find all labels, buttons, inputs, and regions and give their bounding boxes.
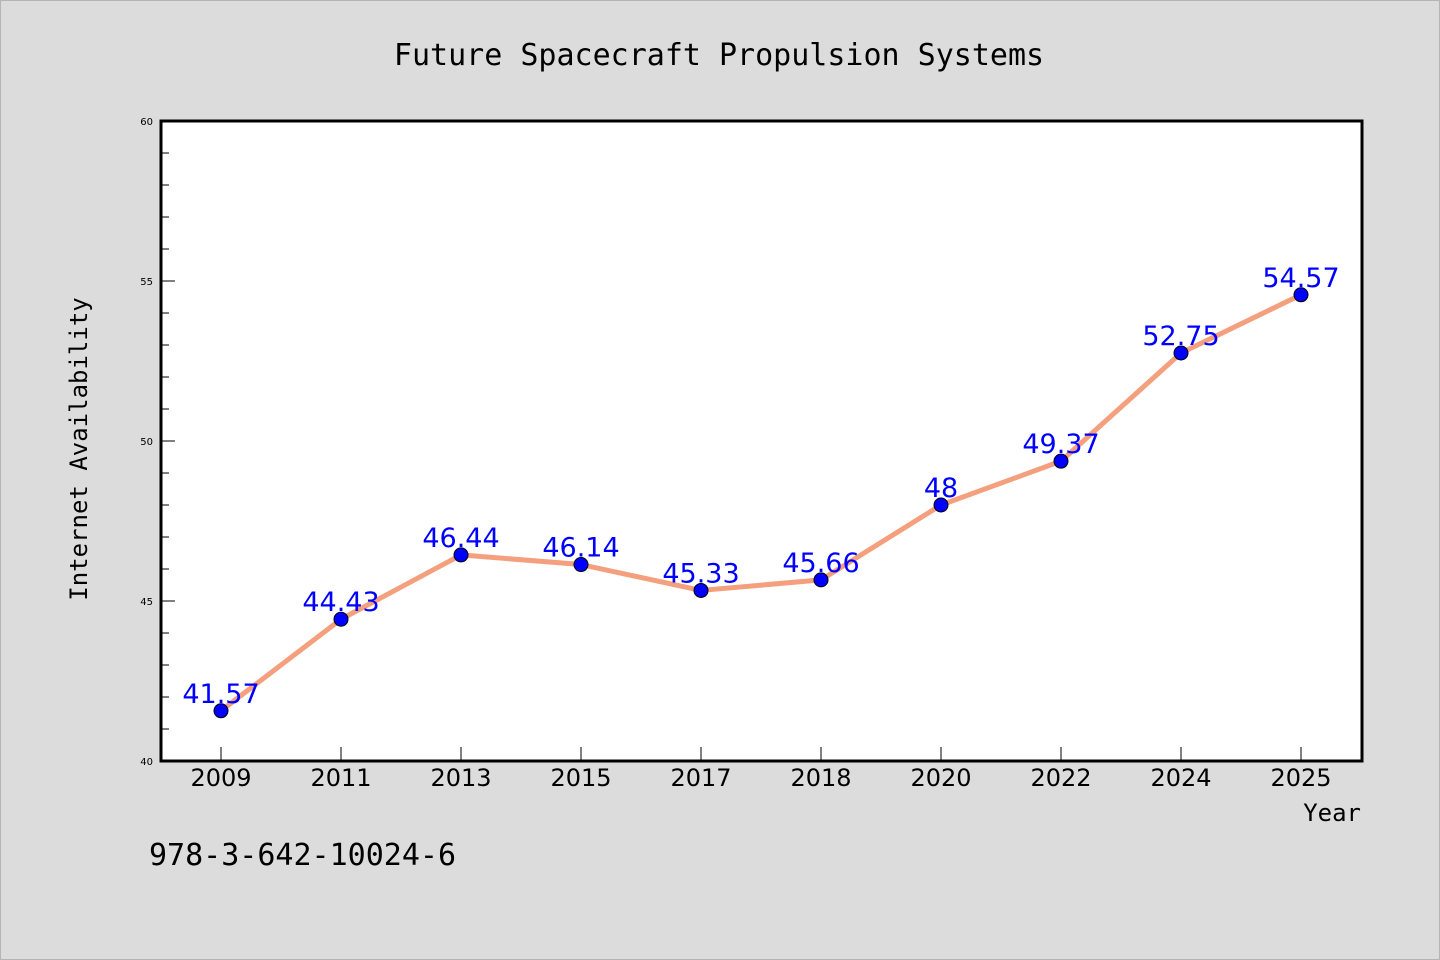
- y-tick-label: 55: [140, 277, 153, 288]
- data-label: 54.57: [1262, 263, 1339, 294]
- data-point: [1293, 287, 1309, 303]
- x-tick-label: 2025: [1270, 764, 1331, 792]
- x-tick-label: 2011: [310, 764, 371, 792]
- data-point: [333, 611, 349, 627]
- x-tick-label: 2017: [670, 764, 731, 792]
- data-point: [573, 557, 589, 573]
- data-label: 45.33: [662, 558, 739, 589]
- data-label: 45.66: [782, 548, 859, 579]
- data-point: [453, 547, 469, 563]
- data-labels: 41.57 44.43 46.44 46.14 45.33 45.66 48 49.37 52.…: [182, 263, 1339, 710]
- data-label: 44.43: [302, 587, 379, 618]
- data-label: 46.44: [422, 523, 499, 554]
- y-axis-label: Internet Availability: [65, 297, 93, 600]
- y-tick-label: 50: [140, 437, 153, 448]
- data-point: [813, 572, 829, 588]
- x-tick-label: 2024: [1150, 764, 1211, 792]
- y-tick-label: 40: [140, 757, 153, 768]
- data-point: [693, 582, 709, 598]
- x-tick-label: 2009: [190, 764, 251, 792]
- data-label: 52.75: [1142, 321, 1219, 352]
- x-tick-label: 2015: [550, 764, 611, 792]
- data-point: [1053, 453, 1069, 469]
- x-tick-label: 2018: [790, 764, 851, 792]
- data-point: [933, 497, 949, 513]
- x-axis: 2009 2011 2013 2015 2017 2018 2020 2022 2024 2025: [190, 747, 1332, 792]
- plot-area: [159, 119, 1364, 763]
- data-label: 48: [924, 473, 958, 504]
- y-tick-label: 60: [140, 117, 153, 128]
- data-point: [213, 703, 229, 719]
- data-label: 49.37: [1022, 429, 1099, 460]
- y-axis: 40 45 50 55 60: [140, 117, 175, 768]
- x-tick-label: 2022: [1030, 764, 1091, 792]
- data-markers: [213, 287, 1309, 719]
- data-point: [1173, 345, 1189, 361]
- x-tick-label: 2013: [430, 764, 491, 792]
- y-tick-label: 45: [140, 597, 153, 608]
- x-axis-label: Year: [1303, 799, 1361, 827]
- chart-title: Future Spacecraft Propulsion Systems: [394, 38, 1044, 73]
- data-label: 41.57: [182, 679, 259, 710]
- isbn-annotation: 978-3-642-10024-6: [149, 838, 456, 873]
- data-label: 46.14: [542, 533, 619, 564]
- series-line: [219, 292, 1303, 713]
- x-tick-label: 2020: [910, 764, 971, 792]
